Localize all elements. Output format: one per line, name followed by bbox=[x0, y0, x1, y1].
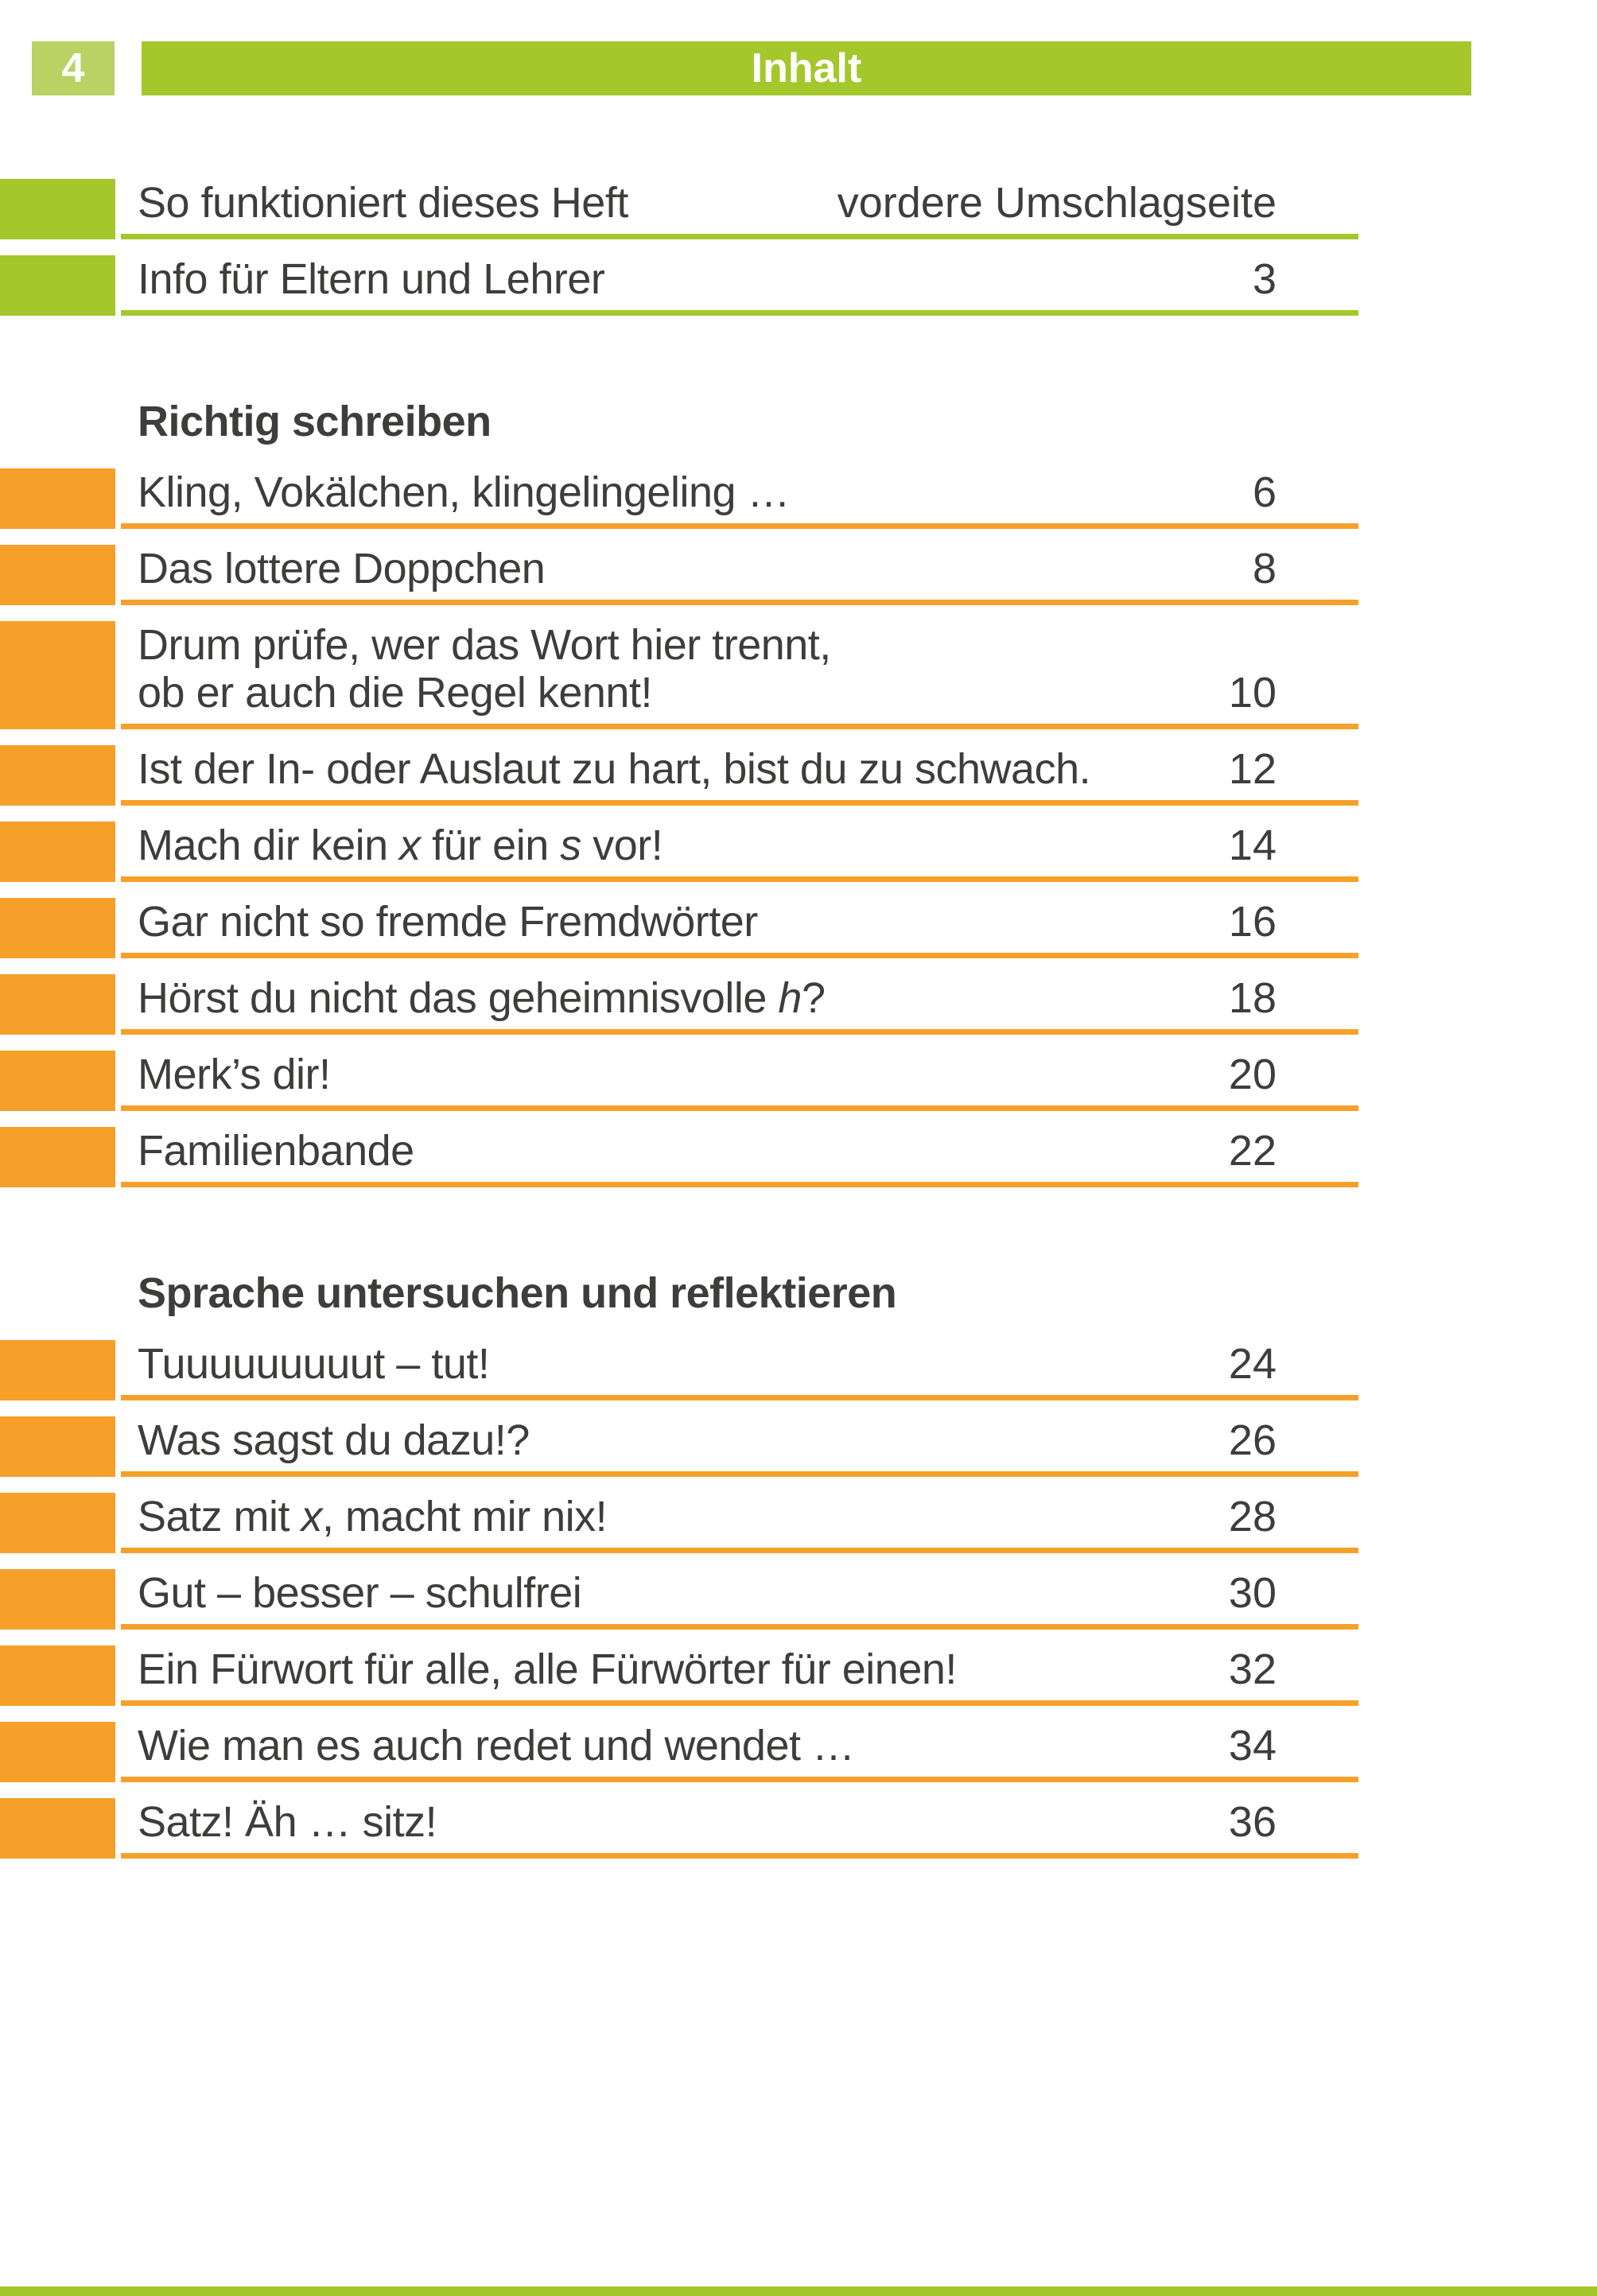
entry-page: vordere Umschlagseite bbox=[837, 179, 1276, 227]
header-bar: Inhalt bbox=[142, 41, 1471, 95]
entry-marker bbox=[0, 621, 115, 729]
section-heading: Richtig schreiben bbox=[138, 398, 492, 445]
entry-title: Gar nicht so fremde Fremdwörter bbox=[138, 898, 758, 946]
toc-entry: Satz mit x, macht mir nix! 28 bbox=[0, 1493, 1597, 1553]
entry-page: 22 bbox=[1228, 1127, 1276, 1175]
entry-page: 32 bbox=[1228, 1645, 1276, 1693]
entry-title: Hörst du nicht das geheimnisvolle h? bbox=[138, 974, 826, 1022]
toc-entry: Kling, Vokälchen, klingelingeling … 6 bbox=[0, 468, 1597, 529]
entry-title: Kling, Vokälchen, klingelingeling … bbox=[138, 468, 791, 516]
section-heading: Sprache untersuchen und reflektieren bbox=[138, 1269, 897, 1317]
entry-marker bbox=[0, 898, 115, 958]
entry-title: Info für Eltern und Lehrer bbox=[138, 255, 605, 303]
entry-title: Ist der In- oder Auslaut zu hart, bist d… bbox=[138, 745, 1091, 793]
entry-marker bbox=[0, 1051, 115, 1111]
entry-title: Tuuuuuuuuut – tut! bbox=[138, 1340, 490, 1388]
entry-title: Merk’s dir! bbox=[138, 1051, 331, 1098]
entry-marker bbox=[0, 822, 115, 882]
toc-entry: Drum prüfe, wer das Wort hier trennt, ob … bbox=[0, 621, 1597, 729]
toc-entry: Hörst du nicht das geheimnisvolle h? 18 bbox=[0, 974, 1597, 1035]
toc-entry: Satz! Äh … sitz! 36 bbox=[0, 1798, 1597, 1859]
entry-rule bbox=[121, 1700, 1358, 1706]
page-number-box: 4 bbox=[32, 41, 115, 95]
entry-title: Das lottere Doppchen bbox=[138, 545, 546, 592]
entry-rule bbox=[121, 1853, 1358, 1859]
entry-rule bbox=[121, 523, 1358, 529]
toc-entry: Ist der In- oder Auslaut zu hart, bist d… bbox=[0, 745, 1597, 806]
entry-page: 20 bbox=[1228, 1051, 1276, 1098]
entry-page: 26 bbox=[1228, 1416, 1276, 1464]
entry-marker bbox=[0, 1645, 115, 1706]
toc-entry: Gar nicht so fremde Fremdwörter 16 bbox=[0, 898, 1597, 958]
entry-page: 18 bbox=[1228, 974, 1276, 1022]
toc-entry: Gut – besser – schulfrei 30 bbox=[0, 1569, 1597, 1630]
entry-rule bbox=[121, 800, 1358, 806]
entry-title: So funktioniert dieses Heft bbox=[138, 179, 628, 227]
entry-page: 14 bbox=[1228, 822, 1276, 869]
entry-title: Was sagst du dazu!? bbox=[138, 1416, 530, 1464]
entry-page: 28 bbox=[1228, 1493, 1276, 1540]
entry-marker bbox=[0, 1493, 115, 1553]
entry-rule bbox=[121, 876, 1358, 882]
toc-entry: Tuuuuuuuuut – tut! 24 bbox=[0, 1340, 1597, 1401]
page-number: 4 bbox=[61, 45, 85, 91]
entry-marker bbox=[0, 1416, 115, 1477]
entry-rule bbox=[121, 953, 1358, 958]
entry-rule bbox=[121, 1395, 1358, 1401]
entry-marker bbox=[0, 468, 115, 529]
entry-page: 6 bbox=[1252, 468, 1276, 516]
entry-marker bbox=[0, 545, 115, 605]
entry-marker bbox=[0, 974, 115, 1035]
entry-title: Satz mit x, macht mir nix! bbox=[138, 1493, 608, 1540]
toc-entry: Familienbande 22 bbox=[0, 1127, 1597, 1187]
entry-marker bbox=[0, 255, 115, 316]
entry-rule bbox=[121, 234, 1358, 239]
entry-rule bbox=[121, 1105, 1358, 1111]
entry-page: 3 bbox=[1252, 255, 1276, 303]
toc-entry: Merk’s dir! 20 bbox=[0, 1051, 1597, 1111]
entry-marker bbox=[0, 179, 115, 239]
entry-rule bbox=[121, 310, 1358, 316]
entry-page: 12 bbox=[1228, 745, 1276, 793]
entry-title: Wie man es auch redet und wendet … bbox=[138, 1722, 855, 1770]
entry-marker bbox=[0, 1722, 115, 1782]
entry-rule bbox=[121, 724, 1358, 729]
toc-entry: Was sagst du dazu!? 26 bbox=[0, 1416, 1597, 1477]
entry-title: Satz! Äh … sitz! bbox=[138, 1798, 437, 1846]
entry-title: Familienbande bbox=[138, 1127, 414, 1175]
toc-entry: Info für Eltern und Lehrer 3 bbox=[0, 255, 1597, 316]
entry-rule bbox=[121, 1624, 1358, 1630]
entry-title: Gut – besser – schulfrei bbox=[138, 1569, 582, 1617]
entry-marker bbox=[0, 1569, 115, 1630]
page-header: 4 Inhalt bbox=[0, 41, 1597, 95]
entry-title: Mach dir kein x für ein s vor! bbox=[138, 822, 663, 869]
entry-marker bbox=[0, 1798, 115, 1859]
entry-rule bbox=[121, 1548, 1358, 1553]
toc-entry: Ein Fürwort für alle, alle Fürwörter für… bbox=[0, 1645, 1597, 1706]
entry-marker bbox=[0, 1340, 115, 1401]
toc-entry: So funktioniert dieses Heft vordere Umsch… bbox=[0, 179, 1597, 239]
entry-marker bbox=[0, 1127, 115, 1187]
entry-page: 34 bbox=[1228, 1722, 1276, 1770]
entry-rule bbox=[121, 1182, 1358, 1187]
entry-title: Drum prüfe, wer das Wort hier trennt, ob … bbox=[138, 621, 831, 717]
entry-page: 30 bbox=[1228, 1569, 1276, 1617]
entry-rule bbox=[121, 1471, 1358, 1477]
toc-list: So funktioniert dieses Heft vordere Umsch… bbox=[0, 95, 1597, 1859]
page-title: Inhalt bbox=[751, 45, 862, 91]
bottom-bar bbox=[0, 2286, 1597, 2296]
entry-page: 36 bbox=[1228, 1798, 1276, 1846]
entry-page: 24 bbox=[1228, 1340, 1276, 1388]
toc-entry: Das lottere Doppchen 8 bbox=[0, 545, 1597, 605]
entry-rule bbox=[121, 600, 1358, 605]
entry-page: 16 bbox=[1228, 898, 1276, 946]
toc-entry: Mach dir kein x für ein s vor! 14 bbox=[0, 822, 1597, 882]
entry-marker bbox=[0, 745, 115, 806]
entry-title: Ein Fürwort für alle, alle Fürwörter für… bbox=[138, 1645, 957, 1693]
entry-rule bbox=[121, 1029, 1358, 1035]
entry-page: 10 bbox=[1228, 669, 1276, 717]
toc-entry: Wie man es auch redet und wendet … 34 bbox=[0, 1722, 1597, 1782]
entry-page: 8 bbox=[1252, 545, 1276, 592]
entry-rule bbox=[121, 1777, 1358, 1782]
